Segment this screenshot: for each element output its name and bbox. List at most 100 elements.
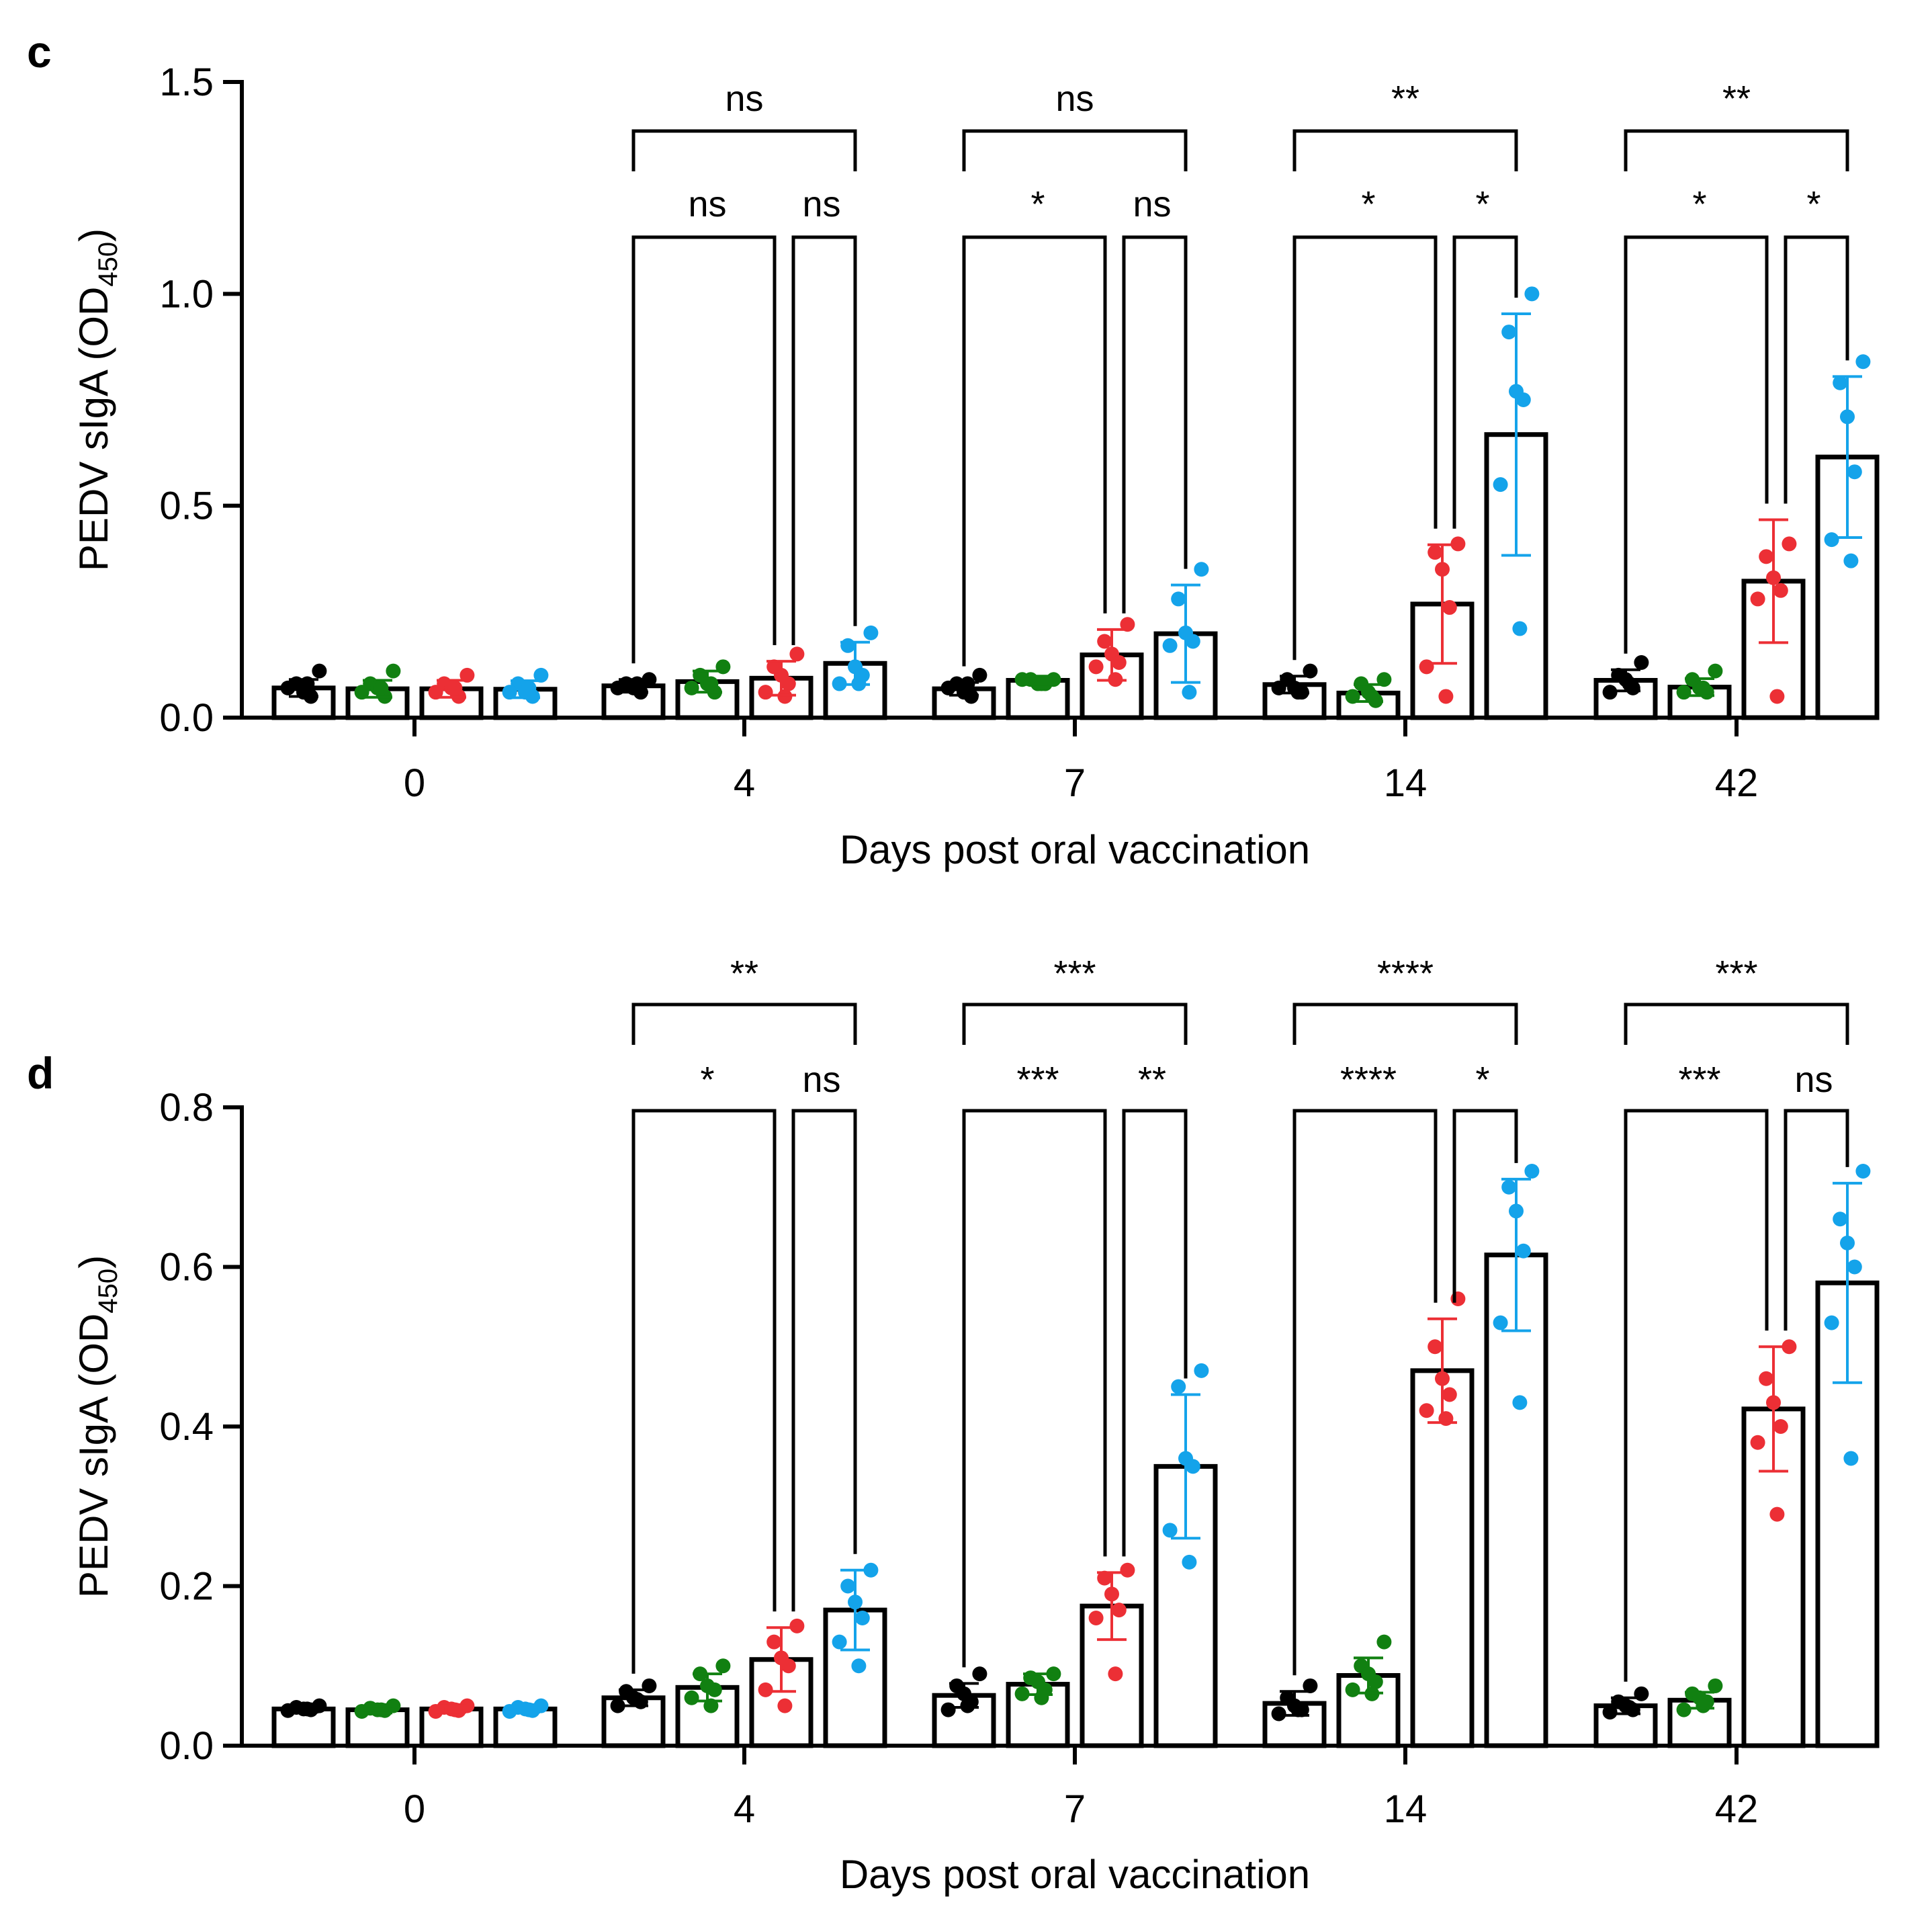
y-axis-title-main: PEDV sIgA (OD bbox=[71, 1314, 116, 1598]
data-point bbox=[840, 638, 856, 653]
data-point bbox=[1501, 325, 1517, 340]
comparison-bracket-left bbox=[1624, 235, 1769, 654]
data-point bbox=[1750, 1435, 1765, 1450]
comparison-bracket-top bbox=[962, 1003, 1188, 1045]
data-point bbox=[863, 625, 879, 640]
data-point bbox=[1368, 1674, 1383, 1689]
x-tick-label: 0 bbox=[404, 761, 425, 805]
significance-label-top: ns bbox=[1055, 79, 1094, 119]
x-tick-label: 14 bbox=[1384, 761, 1428, 805]
data-point bbox=[1759, 549, 1774, 564]
data-point bbox=[960, 1698, 975, 1713]
comparison-bracket-top bbox=[1292, 129, 1518, 171]
data-point bbox=[1524, 286, 1540, 302]
data-point bbox=[1501, 1179, 1517, 1195]
significance-label-right: * bbox=[1475, 184, 1489, 224]
significance-label-left: *** bbox=[1678, 1060, 1720, 1100]
x-tick-label: 42 bbox=[1715, 1787, 1759, 1831]
data-point bbox=[1428, 1339, 1443, 1355]
data-point bbox=[1419, 659, 1434, 675]
data-point bbox=[1097, 634, 1112, 649]
data-point bbox=[781, 1658, 796, 1674]
data-point bbox=[707, 1682, 722, 1697]
comparison-bracket-left bbox=[631, 235, 777, 664]
significance-label-right: ** bbox=[1138, 1060, 1166, 1100]
comparison-bracket-left bbox=[962, 235, 1107, 667]
x-tick-label: 4 bbox=[734, 761, 755, 805]
data-point bbox=[832, 676, 847, 691]
data-point bbox=[1493, 1315, 1508, 1330]
data-point bbox=[863, 1562, 879, 1578]
data-point bbox=[684, 1690, 699, 1705]
data-point bbox=[1271, 680, 1286, 695]
data-point bbox=[1442, 600, 1457, 615]
data-point bbox=[1696, 680, 1711, 695]
data-point bbox=[354, 685, 369, 700]
data-point bbox=[940, 1702, 956, 1717]
panel-letter: c bbox=[27, 27, 52, 77]
significance-label-top: ns bbox=[725, 79, 763, 119]
data-point bbox=[1769, 689, 1785, 704]
comparison-bracket-top bbox=[962, 129, 1188, 171]
data-point bbox=[1014, 1686, 1030, 1701]
panel-letter: d bbox=[27, 1048, 54, 1098]
data-point bbox=[1855, 354, 1871, 370]
data-point bbox=[1493, 477, 1508, 493]
data-point bbox=[1824, 532, 1839, 548]
significance-label-left: * bbox=[1030, 184, 1045, 224]
data-point bbox=[1088, 1611, 1104, 1625]
data-point bbox=[280, 680, 296, 695]
y-tick-label: 0.5 bbox=[159, 484, 214, 528]
significance-label-left: * bbox=[1692, 184, 1706, 224]
data-point bbox=[1303, 1678, 1318, 1693]
data-point bbox=[1512, 621, 1528, 636]
y-axis-title-main: PEDV sIgA (OD bbox=[71, 287, 116, 571]
comparison-bracket-top bbox=[1624, 129, 1849, 171]
data-point bbox=[972, 1666, 987, 1682]
data-point bbox=[1185, 634, 1200, 649]
data-point bbox=[1696, 1698, 1711, 1713]
y-tick-label: 1.0 bbox=[159, 272, 214, 316]
data-point bbox=[758, 1682, 773, 1697]
data-point bbox=[1602, 1705, 1618, 1720]
x-tick-label: 7 bbox=[1064, 761, 1086, 805]
y-tick-label: 0.2 bbox=[159, 1565, 214, 1609]
y-tick-label: 0.0 bbox=[159, 1724, 214, 1768]
data-point bbox=[1376, 672, 1392, 687]
data-point bbox=[840, 1578, 856, 1594]
data-point bbox=[1345, 1682, 1360, 1697]
comparison-bracket-top bbox=[1624, 1003, 1849, 1045]
data-point bbox=[1194, 562, 1209, 577]
data-point bbox=[1419, 1403, 1434, 1418]
data-point bbox=[1759, 1371, 1774, 1386]
data-point bbox=[642, 672, 657, 687]
significance-label-top: ** bbox=[1391, 79, 1419, 119]
comparison-bracket-top bbox=[1292, 1003, 1518, 1045]
data-point bbox=[1847, 464, 1862, 480]
y-tick-label: 0.0 bbox=[159, 696, 214, 740]
data-point bbox=[312, 663, 327, 679]
data-point bbox=[1271, 1706, 1286, 1721]
data-point bbox=[459, 667, 475, 683]
data-point bbox=[766, 1634, 782, 1650]
chart-panel-c: c 0.0 0.5 1.0 1.5 PEDV sIgA (OD450) 0 4 7 14 42 Day… bbox=[27, 27, 1880, 872]
significance-label-top: *** bbox=[1053, 953, 1096, 994]
x-tick-label: 4 bbox=[734, 1787, 755, 1831]
data-point bbox=[1843, 1451, 1859, 1466]
data-point bbox=[1438, 689, 1454, 704]
data-point bbox=[1708, 663, 1723, 679]
y-axis-title-subscript: 450 bbox=[93, 242, 123, 287]
x-axis-title: Days post oral vaccination bbox=[840, 827, 1310, 872]
data-point bbox=[1162, 1523, 1178, 1538]
data-point bbox=[502, 685, 517, 700]
data-point bbox=[789, 646, 805, 662]
x-tick-label: 14 bbox=[1384, 1787, 1428, 1831]
y-axis-title-subscript: 450 bbox=[93, 1269, 123, 1314]
data-point bbox=[1345, 689, 1360, 704]
x-tick-label: 42 bbox=[1715, 761, 1759, 805]
data-point bbox=[1428, 545, 1443, 560]
data-point bbox=[1524, 1164, 1540, 1179]
data-point bbox=[1097, 1570, 1112, 1586]
significance-label-right: * bbox=[1475, 1060, 1489, 1100]
